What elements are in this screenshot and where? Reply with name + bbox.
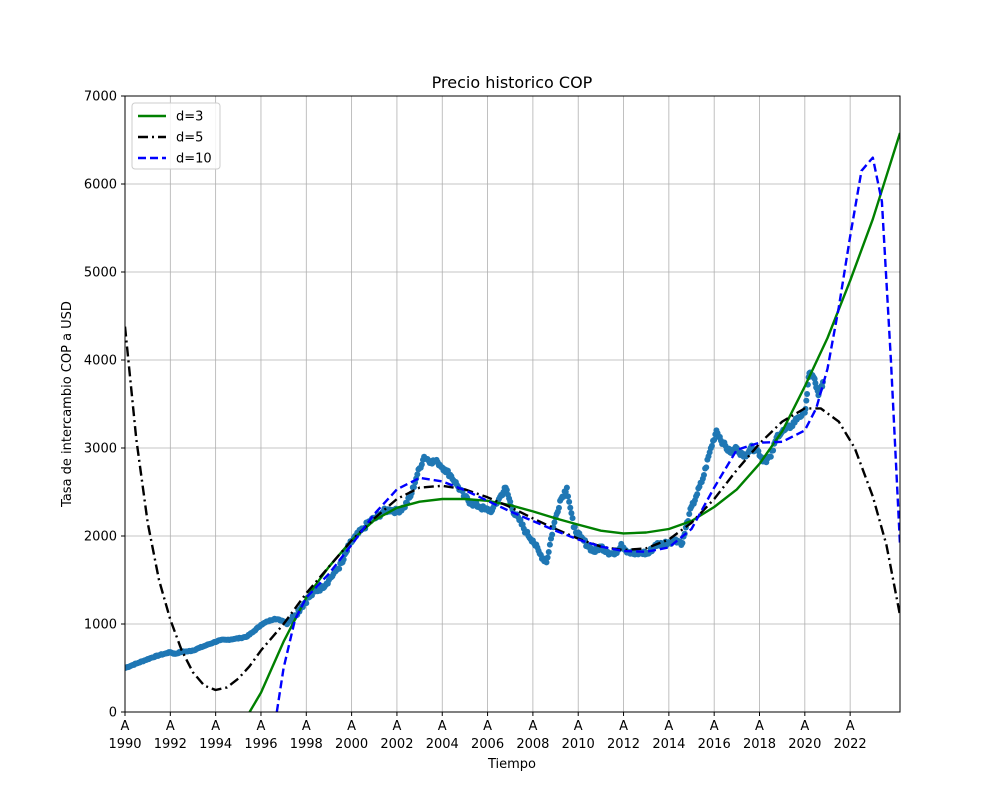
scatter-point xyxy=(819,383,826,390)
scatter-point xyxy=(517,516,524,523)
y-tick-label: 5000 xyxy=(84,266,117,281)
y-tick-label: 3000 xyxy=(84,442,117,457)
x-tick-label: 2006 xyxy=(471,737,504,752)
x-tick-label: 2000 xyxy=(335,737,368,752)
y-axis-title: Tasa de intercambio COP a USD xyxy=(60,301,75,508)
chart-title: Precio historico COP xyxy=(432,73,593,92)
x-tick-prefix: A xyxy=(483,719,492,734)
x-tick-prefix: A xyxy=(166,719,175,734)
scatter-point xyxy=(703,464,710,471)
x-tick-label: 2002 xyxy=(380,737,413,752)
x-tick-label: 1996 xyxy=(244,737,277,752)
x-tick-label: 2018 xyxy=(743,737,776,752)
x-tick-prefix: A xyxy=(438,719,447,734)
legend: d=3 d=5 d=10 xyxy=(131,102,221,170)
scatter-point xyxy=(679,540,686,547)
scatter-point xyxy=(694,491,701,498)
x-tick-prefix: A xyxy=(846,719,855,734)
legend-label: d=10 xyxy=(176,152,212,167)
scatter-point xyxy=(549,531,556,538)
scatter-point xyxy=(550,524,557,531)
scatter-point xyxy=(571,523,578,530)
scatter-point xyxy=(414,471,421,478)
plot-frame xyxy=(124,95,901,713)
fit-lines xyxy=(125,132,900,712)
x-tick-label: 1992 xyxy=(154,737,187,752)
x-tick-prefix: A xyxy=(710,719,719,734)
x-tick-prefix: A xyxy=(392,719,401,734)
scatter-point xyxy=(560,493,567,500)
scatter-point xyxy=(543,559,550,566)
scatter-point xyxy=(755,448,762,455)
x-tick-prefix: A xyxy=(574,719,583,734)
x-axis-title: Tiempo xyxy=(487,757,536,772)
y-tick-label: 7000 xyxy=(84,90,117,105)
x-tick-label: 2022 xyxy=(834,737,867,752)
scatter-point xyxy=(555,504,562,511)
x-tick-label: 2008 xyxy=(516,737,549,752)
x-tick-prefix: A xyxy=(755,719,764,734)
scatter-point xyxy=(565,493,572,500)
y-tick-label: 4000 xyxy=(84,354,117,369)
scatter-point xyxy=(566,498,573,505)
scatter-point xyxy=(804,390,811,397)
y-tick-label: 0 xyxy=(109,706,117,721)
scatter-point xyxy=(567,504,574,511)
x-tick-label: 1998 xyxy=(290,737,323,752)
x-tick-prefix: A xyxy=(800,719,809,734)
plot-area xyxy=(125,132,900,712)
legend-label: d=3 xyxy=(176,110,203,125)
series-line-3 xyxy=(275,156,900,712)
scatter-point xyxy=(418,461,425,468)
scatter-point xyxy=(563,484,570,491)
scatter-point xyxy=(700,472,707,479)
scatter-point xyxy=(545,549,552,556)
scatter-point xyxy=(336,565,343,572)
x-axis: A 1990 A 1992 A 1994 A 1996 A 1998 A 2000 A 2002 A 2004… xyxy=(108,712,867,752)
x-tick-label: 2010 xyxy=(562,737,595,752)
scatter-point xyxy=(803,397,810,404)
y-tick-label: 2000 xyxy=(84,530,117,545)
scatter-point xyxy=(503,486,510,493)
x-tick-label: 2004 xyxy=(426,737,459,752)
scatter-point xyxy=(767,453,774,460)
legend-box xyxy=(131,102,221,170)
x-tick-prefix: A xyxy=(302,719,311,734)
x-tick-prefix: A xyxy=(121,719,130,734)
scatter-point xyxy=(708,442,715,449)
y-axis: 0 1000 2000 3000 4000 5000 6000 7000 xyxy=(84,90,125,721)
x-tick-label: 1994 xyxy=(199,737,232,752)
scatter-point xyxy=(546,541,553,548)
y-tick-label: 6000 xyxy=(84,178,117,193)
scatter-point xyxy=(711,436,718,443)
scatter-point xyxy=(551,519,558,526)
scatter-point xyxy=(802,405,809,412)
scatter-point xyxy=(568,510,575,517)
y-tick-label: 1000 xyxy=(84,618,117,633)
scatter-point xyxy=(569,515,576,522)
x-tick-prefix: A xyxy=(347,719,356,734)
scatter-point xyxy=(770,447,777,454)
scatter-point xyxy=(410,484,417,491)
x-tick-label: 2020 xyxy=(788,737,821,752)
grid xyxy=(124,95,900,713)
x-tick-label: 2012 xyxy=(607,737,640,752)
x-tick-prefix: A xyxy=(528,719,537,734)
legend-label: d=5 xyxy=(176,131,203,146)
scatter-point xyxy=(507,498,514,505)
x-tick-prefix: A xyxy=(257,719,266,734)
x-tick-label: 2016 xyxy=(698,737,731,752)
series-line-2 xyxy=(125,326,900,692)
scatter-point xyxy=(544,554,551,561)
x-tick-label: 2014 xyxy=(652,737,685,752)
x-tick-label: 1990 xyxy=(108,737,141,752)
x-tick-prefix: A xyxy=(211,719,220,734)
x-tick-prefix: A xyxy=(664,719,673,734)
x-tick-prefix: A xyxy=(619,719,628,734)
scatter-point xyxy=(686,511,693,517)
